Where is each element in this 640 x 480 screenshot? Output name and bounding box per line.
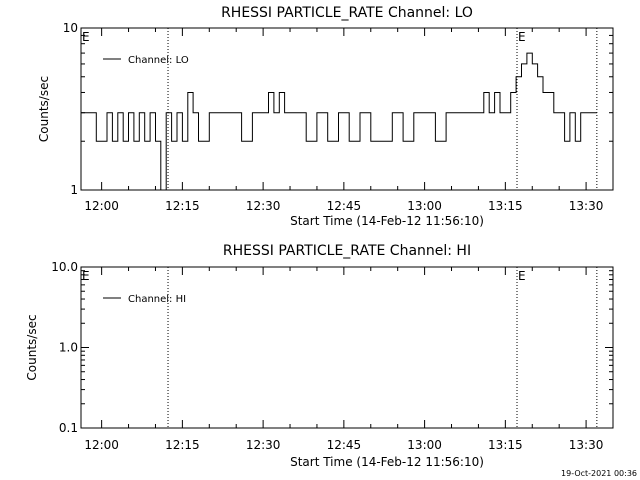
panel-0-x-tick-label: 12:00: [84, 199, 119, 213]
panel-0-plot-frame: [80, 27, 614, 191]
panel-0-x-tick-label: 13:30: [569, 199, 604, 213]
panel-1-event-mark: E: [82, 269, 90, 283]
generation-timestamp: 19-Oct-2021 00:36: [561, 469, 637, 478]
panel-1-plot-frame: [80, 266, 614, 429]
panel-1-legend-label: Channel: HI: [128, 294, 186, 305]
panel-0-title: RHESSI PARTICLE_RATE Channel: LO: [221, 5, 473, 21]
panel-0-y-tick-label: 10: [63, 21, 78, 35]
panel-1-y-tick-label: 0.1: [59, 421, 78, 435]
panel-1-title: RHESSI PARTICLE_RATE Channel: HI: [223, 243, 471, 259]
panel-1-x-tick-label: 12:45: [327, 438, 362, 452]
lo-channel-panel: RHESSI PARTICLE_RATE Channel: LO 12:00 12:…: [37, 5, 614, 228]
panel-0-x-tick-label: 13:00: [407, 199, 442, 213]
hi-channel-panel: RHESSI PARTICLE_RATE Channel: HI 12:00 12:…: [25, 243, 614, 469]
panel-1-y-tick-label: 10.0: [51, 260, 78, 274]
panel-0-event-mark: E: [518, 30, 526, 44]
panel-0-series-line: [81, 52, 597, 191]
panel-1-y-axis-label: Counts/sec: [25, 314, 39, 380]
panel-1-x-tick-label: 12:15: [165, 438, 200, 452]
panel-0-y-axis-label: Counts/sec: [37, 76, 51, 142]
panel-0-event-mark: E: [82, 30, 90, 44]
panel-0-x-tick-label: 13:15: [488, 199, 523, 213]
panel-0-legend-label: Channel: LO: [128, 55, 189, 66]
panel-0-x-axis-label: Start Time (14-Feb-12 11:56:10): [290, 214, 484, 228]
panel-1-y-tick-label: 1.0: [59, 341, 78, 355]
panel-1-x-tick-label: 13:00: [407, 438, 442, 452]
panel-1-event-mark: E: [518, 269, 526, 283]
panel-1-x-tick-label: 12:30: [246, 438, 281, 452]
panel-0-x-tick-label: 12:15: [165, 199, 200, 213]
panel-1-x-tick-label: 13:30: [569, 438, 604, 452]
panel-1-x-tick-label: 12:00: [84, 438, 119, 452]
panel-0-x-tick-label: 12:45: [327, 199, 362, 213]
panel-0-x-tick-label: 12:30: [246, 199, 281, 213]
panel-0-y-tick-label: 1: [70, 183, 78, 197]
panel-1-x-axis-label: Start Time (14-Feb-12 11:56:10): [290, 455, 484, 469]
panel-1-x-tick-label: 13:15: [488, 438, 523, 452]
